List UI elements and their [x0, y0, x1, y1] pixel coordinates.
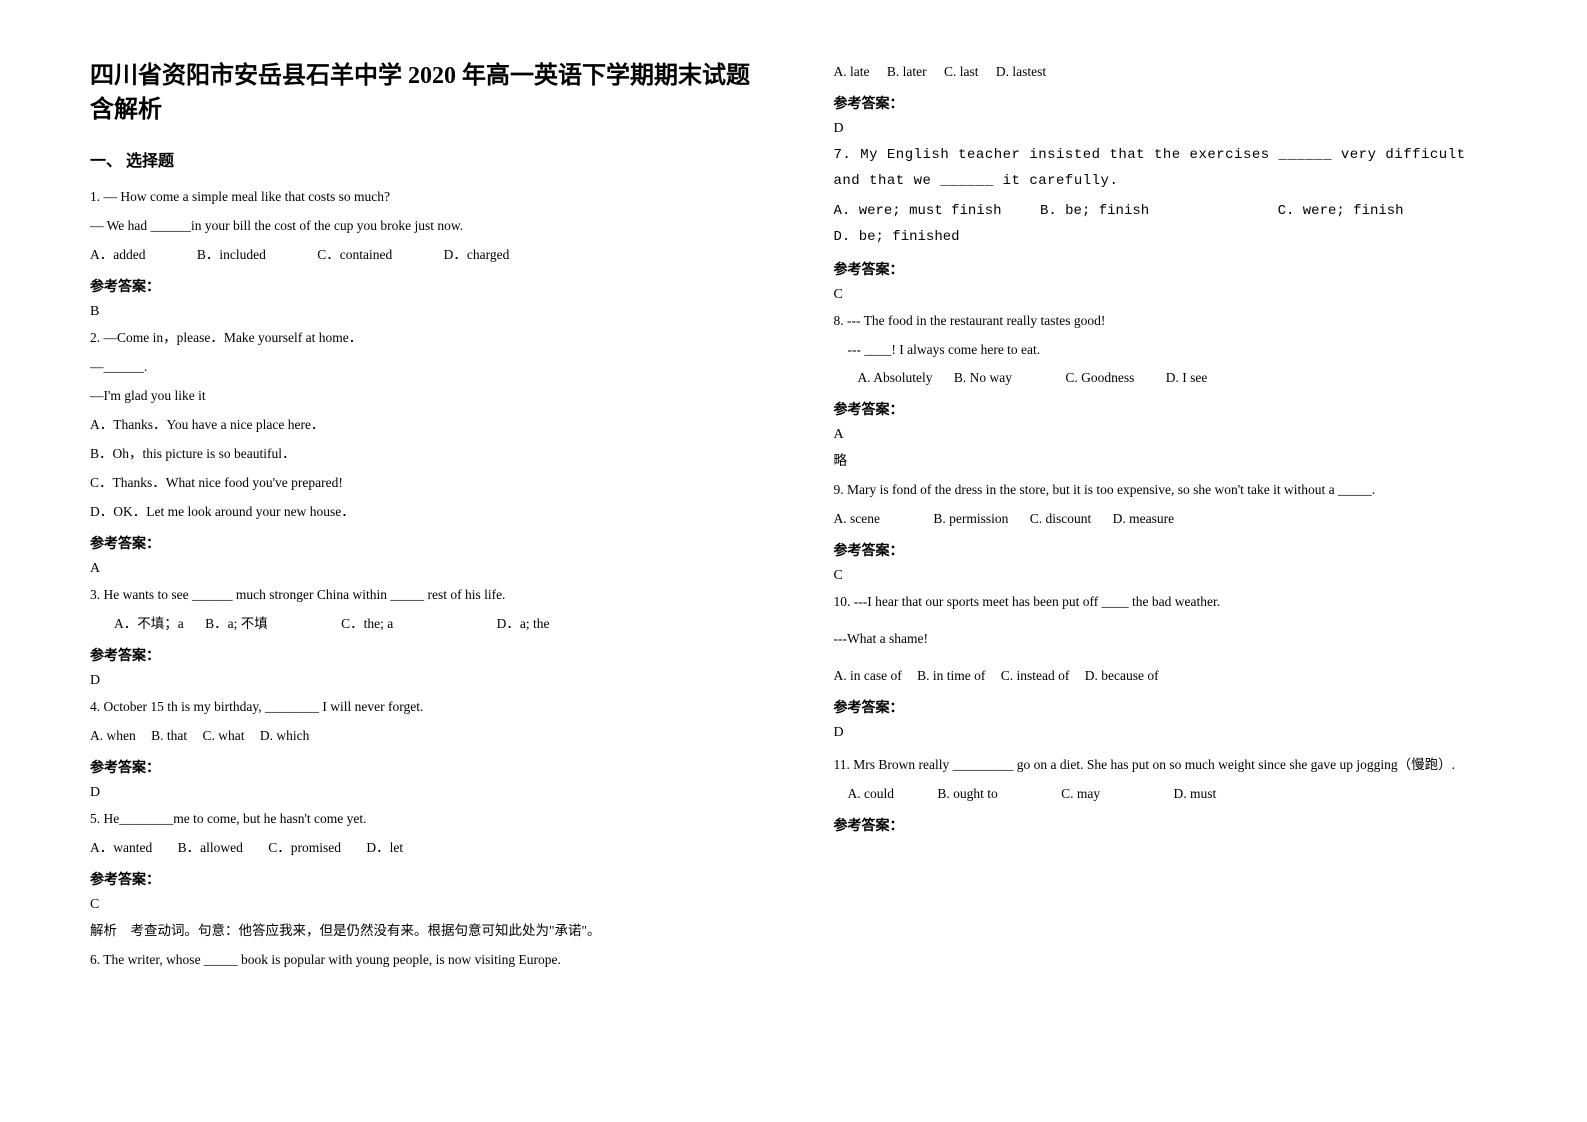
q2-line1: 2. —Come in，please．Make yourself at home…	[90, 326, 754, 351]
q7-opt-a: A. were; must finish	[834, 203, 1002, 219]
q6-answer: D	[834, 121, 1498, 137]
q3-opt-b: B．a; 不填	[205, 616, 268, 631]
q1-opt-a: A．added	[90, 247, 145, 262]
q8-explanation: 略	[834, 449, 1498, 474]
q2-opt-c: C．Thanks．What nice food you've prepared!	[90, 471, 754, 496]
q9-answer: C	[834, 568, 1498, 584]
q4-options: A. when B. that C. what D. which	[90, 724, 754, 749]
q8-line2: --- ____! I always come here to eat.	[834, 338, 1498, 363]
q1-line1: 1. — How come a simple meal like that co…	[90, 185, 754, 210]
answer-label: 参考答案：	[834, 540, 1498, 560]
q9-line1: 9. Mary is fond of the dress in the stor…	[834, 478, 1498, 503]
q9-opt-a: A. scene	[834, 511, 880, 526]
right-column: A. late B. later C. last D. lastest 参考答案…	[794, 60, 1538, 1082]
q10-line1: 10. ---I hear that our sports meet has b…	[834, 590, 1498, 615]
q6-opt-b: B. later	[887, 64, 927, 79]
q10-line2: ---What a shame!	[834, 627, 1498, 652]
q8-opt-d: D. I see	[1166, 370, 1208, 385]
answer-label: 参考答案：	[834, 93, 1498, 113]
q4-opt-b: B. that	[151, 728, 187, 743]
q4-answer: D	[90, 785, 754, 801]
q11-opt-c: C. may	[1061, 786, 1100, 801]
q1-opt-d: D．charged	[444, 247, 510, 262]
q5-explain: 解析 考查动词。句意：他答应我来，但是仍然没有来。根据句意可知此处为"承诺"。	[90, 919, 754, 944]
q4-opt-c: C. what	[203, 728, 245, 743]
q2-answer: A	[90, 561, 754, 577]
q8-answer: A	[834, 427, 1498, 443]
left-column: 四川省资阳市安岳县石羊中学 2020 年高一英语下学期期末试题含解析 一、 选择…	[50, 60, 794, 1082]
q11-opt-b: B. ought to	[937, 786, 997, 801]
q9-options: A. scene B. permission C. discount D. me…	[834, 507, 1498, 532]
q6-opt-d: D. lastest	[996, 64, 1046, 79]
q10-opt-b: B. in time of	[917, 668, 985, 683]
q5-opt-c: C．promised	[268, 840, 341, 855]
answer-label: 参考答案：	[834, 815, 1498, 835]
q8-options: A. Absolutely B. No way C. Goodness D. I…	[834, 366, 1498, 391]
q10-opt-d: D. because of	[1085, 668, 1159, 683]
q3-line1: 3. He wants to see ______ much stronger …	[90, 583, 754, 608]
q6-line1: 6. The writer, whose _____ book is popul…	[90, 948, 754, 973]
q5-line1: 5. He________me to come, but he hasn't c…	[90, 807, 754, 832]
q7-answer: C	[834, 287, 1498, 303]
q9-opt-b: B. permission	[933, 511, 1008, 526]
q3-opt-c: C．the; a	[341, 616, 393, 631]
q10-opt-a: A. in case of	[834, 668, 902, 683]
q5-answer: C	[90, 897, 754, 913]
q9-opt-c: C. discount	[1030, 511, 1092, 526]
q8-opt-c: C. Goodness	[1065, 370, 1134, 385]
q10-opt-c: C. instead of	[1001, 668, 1070, 683]
q2-opt-a: A．Thanks．You have a nice place here．	[90, 413, 754, 438]
q7-opt-c: C. were; finish	[1278, 203, 1404, 219]
q1-opt-b: B．included	[197, 247, 266, 262]
q3-answer: D	[90, 673, 754, 689]
q5-opt-b: B．allowed	[178, 840, 243, 855]
q6-options: A. late B. later C. last D. lastest	[834, 60, 1498, 85]
q11-line1: 11. Mrs Brown really _________ go on a d…	[834, 753, 1498, 778]
answer-label: 参考答案：	[834, 259, 1498, 279]
section-heading: 一、 选择题	[90, 147, 754, 171]
q10-options: A. in case of B. in time of C. instead o…	[834, 664, 1498, 689]
q7-opt-b: B. be; finish	[1040, 203, 1149, 219]
q4-opt-a: A. when	[90, 728, 136, 743]
q1-opt-c: C．contained	[317, 247, 392, 262]
answer-label: 参考答案：	[90, 533, 754, 553]
q5-opt-d: D．let	[366, 840, 403, 855]
q2-opt-b: B．Oh，this picture is so beautiful．	[90, 442, 754, 467]
q1-line2: — We had ______in your bill the cost of …	[90, 214, 754, 239]
q2-line3: —I'm glad you like it	[90, 384, 754, 409]
q4-line1: 4. October 15 th is my birthday, _______…	[90, 695, 754, 720]
q6-opt-a: A. late	[834, 64, 870, 79]
q5-opt-a: A．wanted	[90, 840, 152, 855]
q4-opt-d: D. which	[260, 728, 310, 743]
q3-opt-d: D．a; the	[497, 616, 550, 631]
q7-line1: 7. My English teacher insisted that the …	[834, 143, 1498, 195]
q2-line2: —______.	[90, 355, 754, 380]
q7-options: A. were; must finish B. be; finish C. we…	[834, 199, 1498, 251]
answer-label: 参考答案：	[90, 276, 754, 296]
q3-opt-a: A．不填；a	[114, 616, 184, 631]
q11-options: A. could B. ought to C. may D. must	[834, 782, 1498, 807]
q8-line1: 8. --- The food in the restaurant really…	[834, 309, 1498, 334]
q11-opt-a: A. could	[848, 786, 895, 801]
q8-opt-b: B. No way	[954, 370, 1012, 385]
q6-opt-c: C. last	[944, 64, 979, 79]
q2-opt-d: D．OK．Let me look around your new house．	[90, 500, 754, 525]
q10-answer: D	[834, 725, 1498, 741]
q9-opt-d: D. measure	[1113, 511, 1174, 526]
q11-opt-d: D. must	[1174, 786, 1217, 801]
q8-opt-a: A. Absolutely	[858, 370, 933, 385]
doc-title: 四川省资阳市安岳县石羊中学 2020 年高一英语下学期期末试题含解析	[90, 60, 754, 127]
q3-options: A．不填；a B．a; 不填 C．the; a D．a; the	[90, 612, 754, 637]
q5-options: A．wanted B．allowed C．promised D．let	[90, 836, 754, 861]
answer-label: 参考答案：	[834, 697, 1498, 717]
q7-opt-d: D. be; finished	[834, 229, 960, 245]
answer-label: 参考答案：	[834, 399, 1498, 419]
answer-label: 参考答案：	[90, 869, 754, 889]
q1-options: A．added B．included C．contained D．charged	[90, 243, 754, 268]
answer-label: 参考答案：	[90, 757, 754, 777]
answer-label: 参考答案：	[90, 645, 754, 665]
q1-answer: B	[90, 304, 754, 320]
